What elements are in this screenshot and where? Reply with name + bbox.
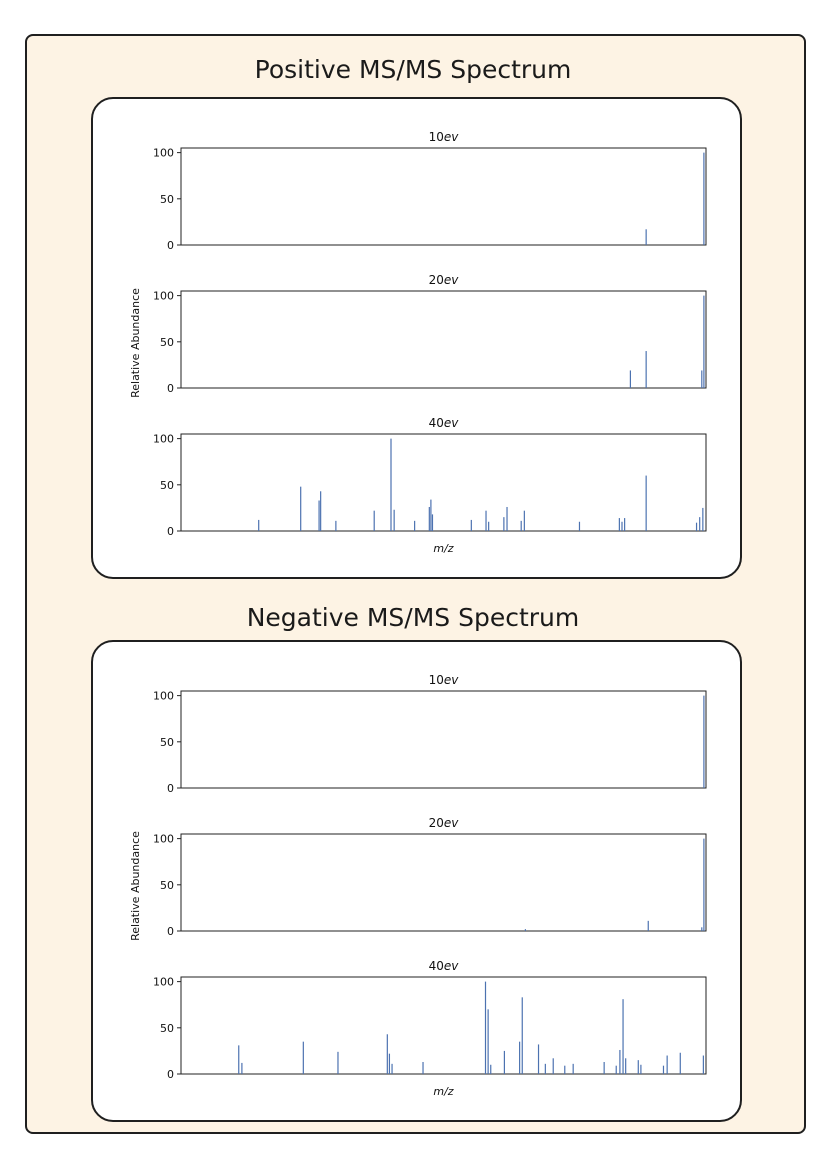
energy-label: 20ev [429,273,460,287]
plot-area-frame [180,290,707,389]
y-tick-label: 50 [160,879,174,892]
y-axis-label: Relative Abundance [129,831,142,941]
y-tick-label: 0 [167,925,174,938]
plot-area-frame [180,833,707,932]
y-tick-label: 100 [153,833,174,846]
x-axis-label: m/z [433,542,453,555]
plot-area-frame [180,976,707,1075]
energy-label: 40ev [429,416,460,430]
negative-section-title: Negative MS/MS Spectrum [246,603,580,632]
y-tick-label: 0 [167,1068,174,1081]
plot-area-frame [180,690,707,789]
positive-spectrum-panel: 0 50 100 10ev 0 50 100 20ev 0 50 100 40ev Relative A… [91,97,742,579]
y-tick-label: 100 [153,147,174,160]
plot-area-frame [180,433,707,532]
y-tick-label: 50 [160,479,174,492]
y-tick-label: 50 [160,736,174,749]
y-tick-label: 50 [160,336,174,349]
y-tick-label: 0 [167,525,174,538]
y-tick-label: 100 [153,433,174,446]
y-tick-label: 50 [160,1022,174,1035]
energy-label: 20ev [429,816,460,830]
negative-spectrum-chart: 0 50 100 10ev 0 50 100 20ev 0 50 100 40ev Relative A… [129,673,707,1098]
y-tick-label: 0 [167,782,174,795]
energy-label: 10ev [429,673,460,687]
y-tick-label: 100 [153,976,174,989]
y-tick-label: 100 [153,690,174,703]
energy-label: 10ev [429,130,460,144]
plot-area-frame [180,147,707,246]
energy-label: 40ev [429,959,460,973]
x-axis-label: m/z [433,1085,453,1098]
negative-spectrum-panel: 0 50 100 10ev 0 50 100 20ev 0 50 100 40ev Relative A… [91,640,742,1122]
y-tick-label: 0 [167,382,174,395]
y-tick-label: 50 [160,193,174,206]
y-tick-label: 100 [153,290,174,303]
y-tick-label: 0 [167,239,174,252]
y-axis-label: Relative Abundance [129,288,142,398]
positive-section-title: Positive MS/MS Spectrum [254,55,572,84]
positive-spectrum-chart: 0 50 100 10ev 0 50 100 20ev 0 50 100 40ev Relative A… [129,130,707,555]
